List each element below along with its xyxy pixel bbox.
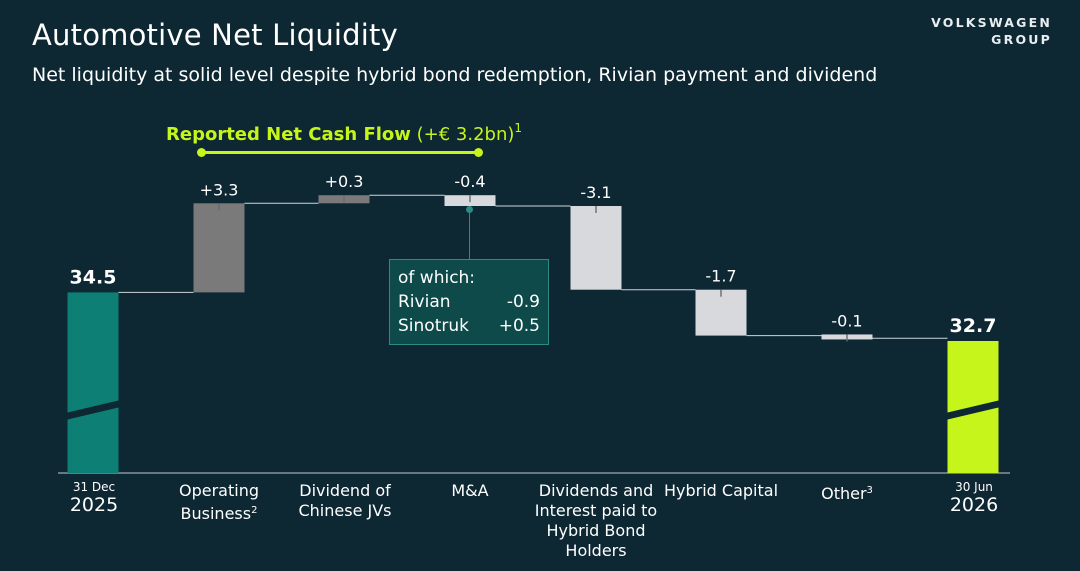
x-label-footnote: 2	[251, 505, 258, 516]
waterfall-bar	[67, 292, 119, 473]
callout-footnote: 1	[514, 121, 523, 135]
x-label-hybrid-capital: Hybrid Capital	[663, 481, 779, 500]
page-subtitle: Net liquidity at solid level despite hyb…	[32, 64, 878, 86]
breakdown-heading: of which:	[398, 268, 476, 288]
bar-value-label: -3.1	[580, 183, 611, 202]
waterfall-bar	[695, 289, 747, 336]
x-label-big: 2025	[69, 494, 119, 516]
ma-connector-dot	[466, 206, 473, 213]
bar-value-label: +0.3	[325, 172, 364, 191]
bar-value-label: 34.5	[70, 266, 117, 288]
logo-line1: VOLKSWAGEN	[931, 15, 1052, 30]
x-label-ma: M&A	[451, 481, 489, 500]
callout-title-strong: Reported Net Cash Flow	[166, 124, 411, 145]
bar-value-label: 32.7	[950, 315, 997, 337]
x-label-small: 31 Dec	[72, 480, 116, 494]
x-label-start-date: 31 Dec 2025	[44, 480, 144, 516]
x-label-dividends-interest: Dividends and Interest paid to Hybrid Bo…	[534, 481, 658, 560]
bar-value-label: -1.7	[705, 267, 736, 286]
breakdown-label: Sinotruk	[398, 316, 469, 336]
net-cash-flow-callout-title: Reported Net Cash Flow (+€ 3.2bn)1	[166, 121, 522, 145]
bracket-end-dot	[474, 148, 483, 157]
x-label-dividend-chinese-jvs: Dividend of Chinese JVs	[298, 481, 392, 520]
waterfall-bar	[193, 203, 245, 293]
breakdown-label: Rivian	[398, 292, 451, 312]
x-label-small: 30 Jun	[955, 480, 993, 494]
breakdown-value: -0.9	[506, 292, 540, 312]
net-cash-flow-bracket-line	[200, 151, 480, 154]
axis-break-mark	[945, 400, 1001, 420]
logo-line2: GROUP	[991, 32, 1052, 47]
callout-title-rest: (+€ 3.2bn)	[410, 124, 515, 145]
axis-break-mark	[65, 400, 121, 420]
bar-value-label: -0.4	[454, 172, 485, 191]
x-label-text: Operating Business	[179, 481, 259, 523]
bar-value-label: -0.1	[831, 311, 862, 330]
x-label-end-date: 30 Jun 2026	[924, 480, 1024, 516]
waterfall-bar	[570, 206, 622, 290]
volkswagen-group-logo: VOLKSWAGEN GROUP	[931, 14, 1052, 48]
breakdown-value: +0.5	[498, 316, 540, 336]
breakdown-row-sinotruk: Sinotruk +0.5	[398, 314, 540, 338]
x-label-text: Other	[821, 484, 867, 503]
page-title: Automotive Net Liquidity	[32, 18, 398, 52]
ma-connector-line	[469, 213, 470, 259]
breakdown-row-rivian: Rivian -0.9	[398, 290, 540, 314]
bracket-start-dot	[197, 148, 206, 157]
bar-value-label: +3.3	[200, 180, 239, 199]
x-label-operating-business: Operating Business2	[159, 481, 279, 524]
x-label-other: Other3	[787, 481, 907, 504]
ma-breakdown-box: of which: Rivian -0.9 Sinotruk +0.5	[389, 259, 549, 345]
x-label-footnote: 3	[866, 485, 873, 496]
x-label-big: 2026	[949, 494, 999, 516]
